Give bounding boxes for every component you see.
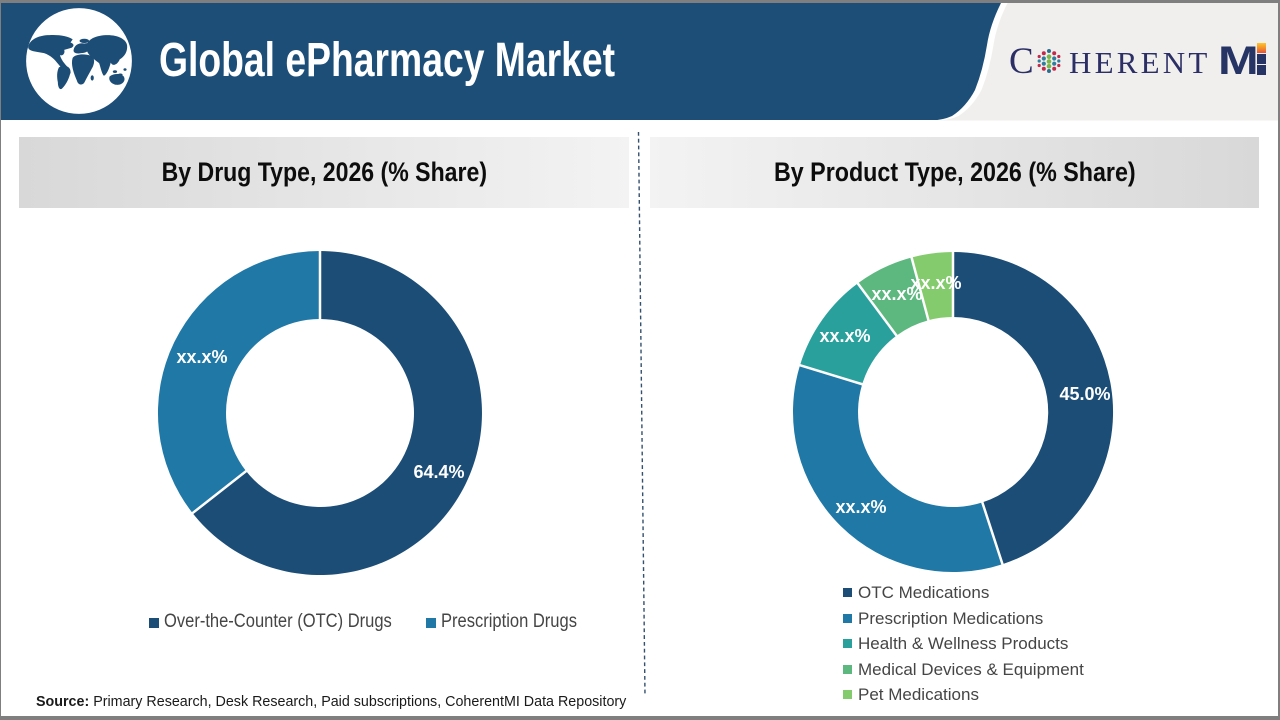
- svg-text:45.0%: 45.0%: [1059, 384, 1110, 404]
- svg-text:xx.x%: xx.x%: [835, 497, 886, 517]
- svg-text:xx.x%: xx.x%: [176, 347, 227, 367]
- svg-text:xx.x%: xx.x%: [819, 326, 870, 346]
- svg-text:64.4%: 64.4%: [413, 462, 464, 482]
- svg-text:xx.x%: xx.x%: [871, 284, 922, 304]
- svg-text:xx.x%: xx.x%: [910, 273, 961, 293]
